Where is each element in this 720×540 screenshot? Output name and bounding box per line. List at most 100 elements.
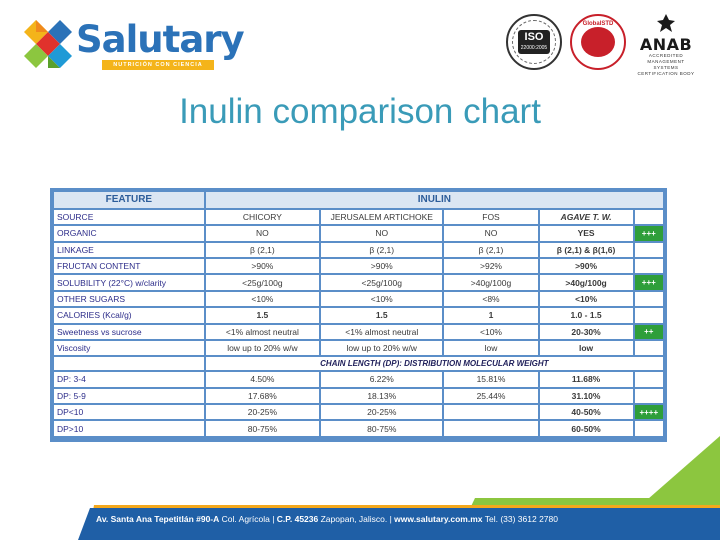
cell-jerusalem-artichoke: 6.22%	[321, 372, 443, 387]
footer-contact: Av. Santa Ana Tepetitlán #90-A Col. Agrí…	[96, 514, 558, 524]
source-row: SOURCE CHICORY JERUSALEM ARTICHOKE FOS A…	[54, 209, 663, 225]
cell-fos: NO	[444, 226, 538, 241]
cell-chicory: low up to 20% w/w	[205, 340, 320, 356]
footer-blue-band	[78, 508, 720, 540]
feature-header: FEATURE	[54, 192, 204, 208]
brand-name: Salutary	[76, 18, 245, 61]
iso-code: 22000:2005	[520, 45, 548, 51]
anab-bird-icon	[657, 14, 675, 32]
advantage-note: ++++	[634, 405, 663, 420]
iso-certification-seal: ISO 22000:2005	[506, 14, 562, 70]
advantage-note: +++	[634, 226, 663, 241]
advantage-note	[634, 372, 663, 387]
cell-jerusalem-artichoke: 20-25%	[321, 405, 443, 420]
cell-agave: 11.68%	[539, 372, 633, 387]
section-title: CHAIN LENGTH (DP): DISTRIBUTION MOLECULA…	[205, 357, 663, 371]
advantage-note	[634, 421, 663, 436]
source-fos: FOS	[444, 209, 538, 225]
table-row: LINKAGE β (2,1) β (2,1) β (2,1) β (2,1) & β(…	[54, 242, 663, 257]
cell-chicory: >90%	[205, 259, 320, 274]
row-label: SOLUBILITY (22°C) w/clarity	[54, 275, 204, 290]
row-label: FRUCTAN CONTENT	[54, 259, 204, 274]
table-row: FRUCTAN CONTENT >90% >90% >92% >90%	[54, 259, 663, 274]
cell-agave: 31.10%	[539, 388, 633, 404]
cell-fos: 1	[444, 308, 538, 323]
iso-label: ISO	[524, 31, 544, 43]
cell-fos: >40g/100g	[444, 275, 538, 290]
cell-agave: YES	[539, 226, 633, 241]
cell-jerusalem-artichoke: <10%	[321, 291, 443, 307]
cell-fos	[444, 405, 538, 420]
logo-diamond-icon	[24, 20, 72, 68]
table-row: DP: 5-9 17.68% 18.13% 25.44% 31.10%	[54, 388, 663, 404]
advantage-note	[634, 259, 663, 274]
cell-fos: 15.81%	[444, 372, 538, 387]
cell-chicory: β (2,1)	[205, 242, 320, 257]
row-label: ORGANIC	[54, 226, 204, 241]
table-row: CALORIES (Kcal/g) 1.5 1.5 1 1.0 - 1.5	[54, 308, 663, 323]
brand-tagline: NUTRICIÓN CON CIENCIA	[102, 60, 214, 70]
cell-chicory: 17.68%	[205, 388, 320, 404]
cell-fos: >92%	[444, 259, 538, 274]
advantage-note	[634, 340, 663, 356]
table-row: DP: 3-4 4.50% 6.22% 15.81% 11.68%	[54, 372, 663, 387]
footer-web[interactable]: www.salutary.com.mx	[394, 514, 483, 524]
cell-agave: β (2,1) & β(1,6)	[539, 242, 633, 257]
footer-address: Av. Santa Ana Tepetitlán #90-A	[96, 514, 220, 524]
row-label: Viscosity	[54, 340, 204, 356]
table-row: Viscosity low up to 20% w/w low up to 20% …	[54, 340, 663, 356]
cell-chicory: NO	[205, 226, 320, 241]
cell-fos: <8%	[444, 291, 538, 307]
cell-fos: <10%	[444, 324, 538, 339]
cell-jerusalem-artichoke: β (2,1)	[321, 242, 443, 257]
footer-city: Zapopan, Jalisco.	[320, 514, 388, 524]
cell-jerusalem-artichoke: <25g/100g	[321, 275, 443, 290]
table-row: ORGANIC NO NO NO YES +++	[54, 226, 663, 241]
table-row: SOLUBILITY (22°C) w/clarity <25g/100g <25g…	[54, 275, 663, 290]
section-row: CHAIN LENGTH (DP): DISTRIBUTION MOLECULA…	[54, 357, 663, 371]
table-row: DP>10 80-75% 80-75% 60-50%	[54, 421, 663, 436]
row-label: Sweetness vs sucrose	[54, 324, 204, 339]
cell-jerusalem-artichoke: <1% almost neutral	[321, 324, 443, 339]
cell-chicory: 80-75%	[205, 421, 320, 436]
footer-cp: C.P. 45236	[276, 514, 319, 524]
cell-jerusalem-artichoke: 1.5	[321, 308, 443, 323]
anab-label: ANAB	[639, 35, 693, 54]
footer-colony: Col. Agrícola	[221, 514, 270, 524]
anab-accreditation: ANAB ACCREDITED MANAGEMENT SYSTEMS CERTI…	[636, 14, 696, 76]
cell-jerusalem-artichoke: NO	[321, 226, 443, 241]
inulin-header: INULIN	[205, 192, 663, 208]
row-label: DP: 5-9	[54, 388, 204, 404]
section-blank	[54, 357, 204, 371]
row-label: LINKAGE	[54, 242, 204, 257]
source-chicory: CHICORY	[205, 209, 320, 225]
cell-jerusalem-artichoke: 80-75%	[321, 421, 443, 436]
row-label: DP>10	[54, 421, 204, 436]
cell-fos: β (2,1)	[444, 242, 538, 257]
table-header-row: FEATURE INULIN	[54, 192, 663, 208]
inulin-comparison-table: FEATURE INULIN SOURCE CHICORY JERUSALEM …	[50, 188, 667, 442]
globalstd-certification-seal: GlobalSTD	[570, 14, 626, 70]
cell-agave: >40g/100g	[539, 275, 633, 290]
cell-fos: 25.44%	[444, 388, 538, 404]
cell-chicory: <25g/100g	[205, 275, 320, 290]
advantage-note	[634, 242, 663, 257]
corner-accent	[640, 436, 720, 506]
globalstd-label: GlobalSTD	[582, 21, 614, 27]
footer-tel: Tel. (33) 3612 2780	[484, 514, 558, 524]
advantage-note	[634, 388, 663, 404]
source-agave: AGAVE T. W.	[539, 209, 633, 225]
salutary-logo: Salutary NUTRICIÓN CON CIENCIA	[22, 16, 245, 72]
cell-chicory: 4.50%	[205, 372, 320, 387]
cell-agave: low	[539, 340, 633, 356]
cell-jerusalem-artichoke: low up to 20% w/w	[321, 340, 443, 356]
cell-agave: 40-50%	[539, 405, 633, 420]
cell-jerusalem-artichoke: 18.13%	[321, 388, 443, 404]
cell-fos: low	[444, 340, 538, 356]
table-row: OTHER SUGARS <10% <10% <8% <10%	[54, 291, 663, 307]
cell-agave: >90%	[539, 259, 633, 274]
cell-agave: 1.0 - 1.5	[539, 308, 633, 323]
source-label: SOURCE	[54, 209, 204, 225]
anab-body: MANAGEMENT SYSTEMS CERTIFICATION BODY	[637, 59, 695, 76]
cell-chicory: 1.5	[205, 308, 320, 323]
